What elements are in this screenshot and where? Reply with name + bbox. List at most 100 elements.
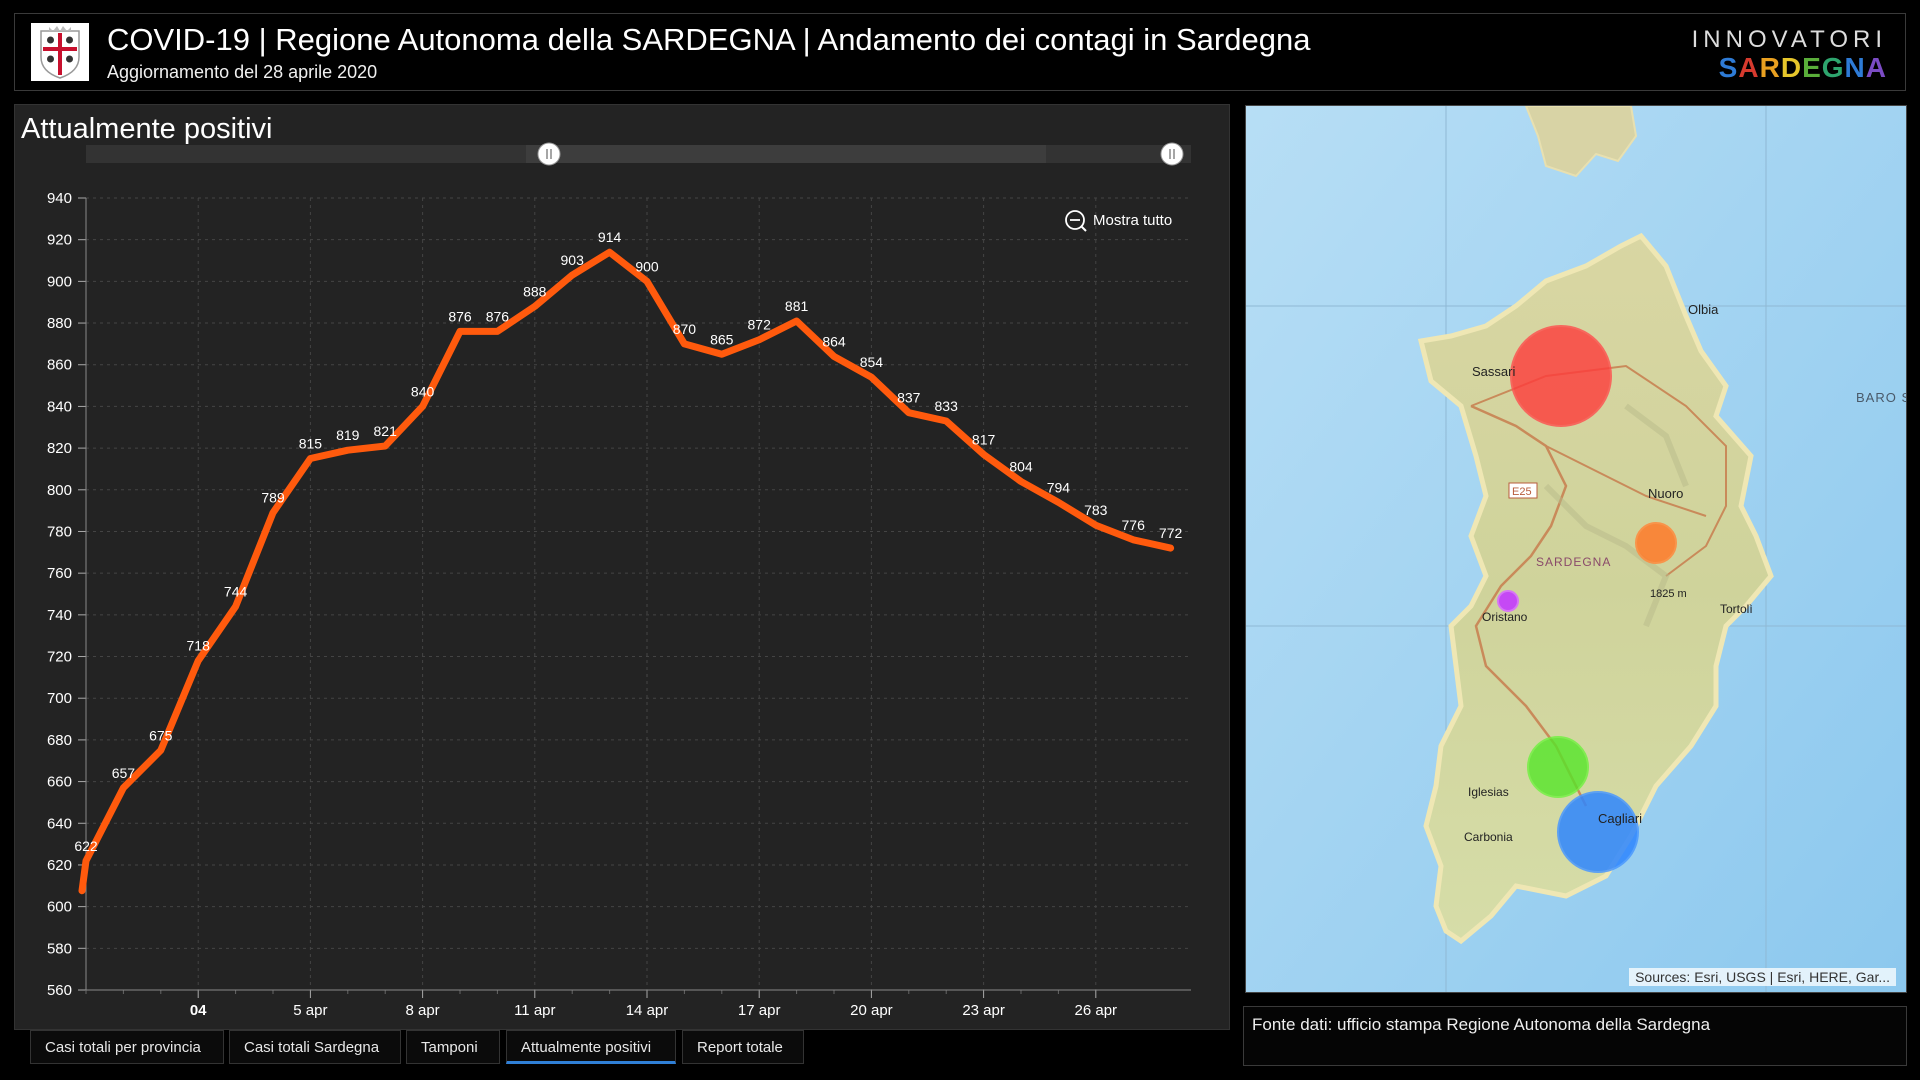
y-tick-label: 840 xyxy=(47,398,72,415)
sardinia-land xyxy=(1417,232,1774,945)
header-bar: COVID-19 | Regione Autonoma della SARDEG… xyxy=(14,13,1906,91)
y-tick-label: 680 xyxy=(47,732,72,749)
label-tortoli: Tortolì xyxy=(1720,602,1753,616)
label-nuoro: Nuoro xyxy=(1648,486,1683,501)
y-tick-label: 580 xyxy=(47,940,72,957)
y-tick-label: 620 xyxy=(47,857,72,874)
y-tick-label: 560 xyxy=(47,982,72,999)
y-tick-label: 660 xyxy=(47,774,72,791)
y-tick-label: 880 xyxy=(47,315,72,332)
data-label: 789 xyxy=(261,490,285,506)
data-label: 783 xyxy=(1084,502,1108,518)
bubble-sassari xyxy=(1510,325,1612,427)
bubble-nuoro xyxy=(1635,522,1677,564)
data-label: 833 xyxy=(935,398,959,414)
label-iglesias: Iglesias xyxy=(1468,785,1509,799)
label-e25: E25 xyxy=(1512,486,1532,498)
innovatori-sardegna-logo: INNOVATORI SARDEGNA xyxy=(1692,26,1887,84)
data-label: 794 xyxy=(1047,479,1071,495)
show-all-label: Mostra tutto xyxy=(1093,212,1172,229)
tab-report-totale[interactable]: Report totale xyxy=(682,1030,804,1064)
x-tick-label: 14 apr xyxy=(626,1002,669,1019)
page-title: COVID-19 | Regione Autonoma della SARDEG… xyxy=(107,22,1311,57)
data-label: 881 xyxy=(785,298,809,314)
data-label: 772 xyxy=(1159,525,1183,541)
zoom-handle-right[interactable] xyxy=(1160,142,1184,166)
line-chart: Mostra tutto 560 580 600 620 640 660 680 700 720 7… xyxy=(47,142,1191,1019)
x-tick-label: 20 apr xyxy=(850,1002,893,1019)
source-panel: Fonte dati: ufficio stampa Regione Auton… xyxy=(1243,1006,1907,1066)
y-tick-label: 600 xyxy=(47,899,72,916)
label-olbia: Olbia xyxy=(1688,302,1719,317)
source-text: Fonte dati: ufficio stampa Regione Auton… xyxy=(1252,1015,1711,1034)
data-label: 718 xyxy=(187,638,211,654)
data-label: 815 xyxy=(299,436,323,452)
data-label: 876 xyxy=(448,308,472,324)
data-label: 876 xyxy=(486,308,510,324)
label-carbonia: Carbonia xyxy=(1464,830,1513,844)
data-label: 657 xyxy=(112,765,136,781)
x-tick-label: 04 xyxy=(190,1002,207,1019)
zoom-handle-left[interactable] xyxy=(537,142,561,166)
data-label: 864 xyxy=(822,333,846,349)
tab-casi-totali-provincia[interactable]: Casi totali per provincia xyxy=(30,1030,224,1064)
x-tick-label: 11 apr xyxy=(514,1002,555,1019)
map-attribution: Sources: Esri, USGS | Esri, HERE, Gar... xyxy=(1629,968,1896,986)
show-all-button[interactable]: Mostra tutto xyxy=(1065,210,1172,232)
data-label: 870 xyxy=(673,321,697,337)
x-tick-label: 8 apr xyxy=(405,1002,439,1019)
label-altitude: 1825 m xyxy=(1650,588,1687,600)
y-tick-label: 740 xyxy=(47,607,72,624)
data-label: 914 xyxy=(598,229,622,245)
brand-bottom-text: SARDEGNA xyxy=(1718,52,1887,83)
map-view[interactable]: Olbia Sassari Nuoro SARDEGNA 1825 m Tort… xyxy=(1245,105,1907,993)
data-label: 900 xyxy=(635,258,659,274)
y-tick-label: 940 xyxy=(47,190,72,207)
data-label: 872 xyxy=(748,317,772,333)
x-tick-label: 26 apr xyxy=(1075,1002,1118,1019)
x-tick-label: 5 apr xyxy=(293,1002,327,1019)
label-cagliari: Cagliari xyxy=(1598,811,1642,826)
label-sardegna: SARDEGNA xyxy=(1536,555,1611,569)
series-line xyxy=(78,248,1175,895)
data-label: 819 xyxy=(336,427,360,443)
y-tick-label: 640 xyxy=(47,815,72,832)
bubble-sud-sardegna xyxy=(1527,736,1589,798)
chart-panel: Attualmente positivi Mostra tutto 560 580 6… xyxy=(14,104,1230,1030)
update-date: Aggiornamento del 28 aprile 2020 xyxy=(107,62,378,82)
chart-title: Attualmente positivi xyxy=(21,113,273,145)
x-tick-label: 23 apr xyxy=(962,1002,1005,1019)
y-tick-label: 920 xyxy=(47,232,72,249)
data-label: 840 xyxy=(411,383,435,399)
data-label: 854 xyxy=(860,354,884,370)
data-label: 837 xyxy=(897,390,921,406)
brand-top-text: INNOVATORI xyxy=(1691,26,1887,53)
data-label: 744 xyxy=(224,584,248,600)
tab-casi-totali-sardegna[interactable]: Casi totali Sardegna xyxy=(229,1030,401,1064)
tab-tamponi[interactable]: Tamponi xyxy=(406,1030,500,1064)
zoom-out-icon xyxy=(1065,210,1085,230)
data-label: 675 xyxy=(149,727,173,743)
bubble-oristano xyxy=(1497,590,1519,612)
bubble-cagliari xyxy=(1557,791,1639,873)
label-baronie-seamount: BARO SEAM xyxy=(1856,390,1906,405)
x-tick-label: 17 apr xyxy=(738,1002,781,1019)
y-tick-label: 820 xyxy=(47,440,72,457)
y-tick-label: 720 xyxy=(47,649,72,666)
y-tick-label: 860 xyxy=(47,357,72,374)
data-label: 821 xyxy=(374,423,398,439)
label-oristano: Oristano xyxy=(1482,610,1528,624)
zoom-scrollbar-range xyxy=(526,145,1046,163)
corsica-land xyxy=(1524,106,1638,178)
y-tick-label: 700 xyxy=(47,690,72,707)
data-label: 903 xyxy=(561,252,585,268)
data-label: 888 xyxy=(523,283,547,299)
data-label: 804 xyxy=(1009,458,1033,474)
y-tick-label: 780 xyxy=(47,523,72,540)
tab-attualmente-positivi[interactable]: Attualmente positivi xyxy=(506,1030,676,1064)
y-tick-label: 800 xyxy=(47,482,72,499)
data-label: 776 xyxy=(1122,517,1146,533)
y-tick-label: 900 xyxy=(47,273,72,290)
label-sassari: Sassari xyxy=(1472,364,1515,379)
data-label: 622 xyxy=(74,838,98,854)
